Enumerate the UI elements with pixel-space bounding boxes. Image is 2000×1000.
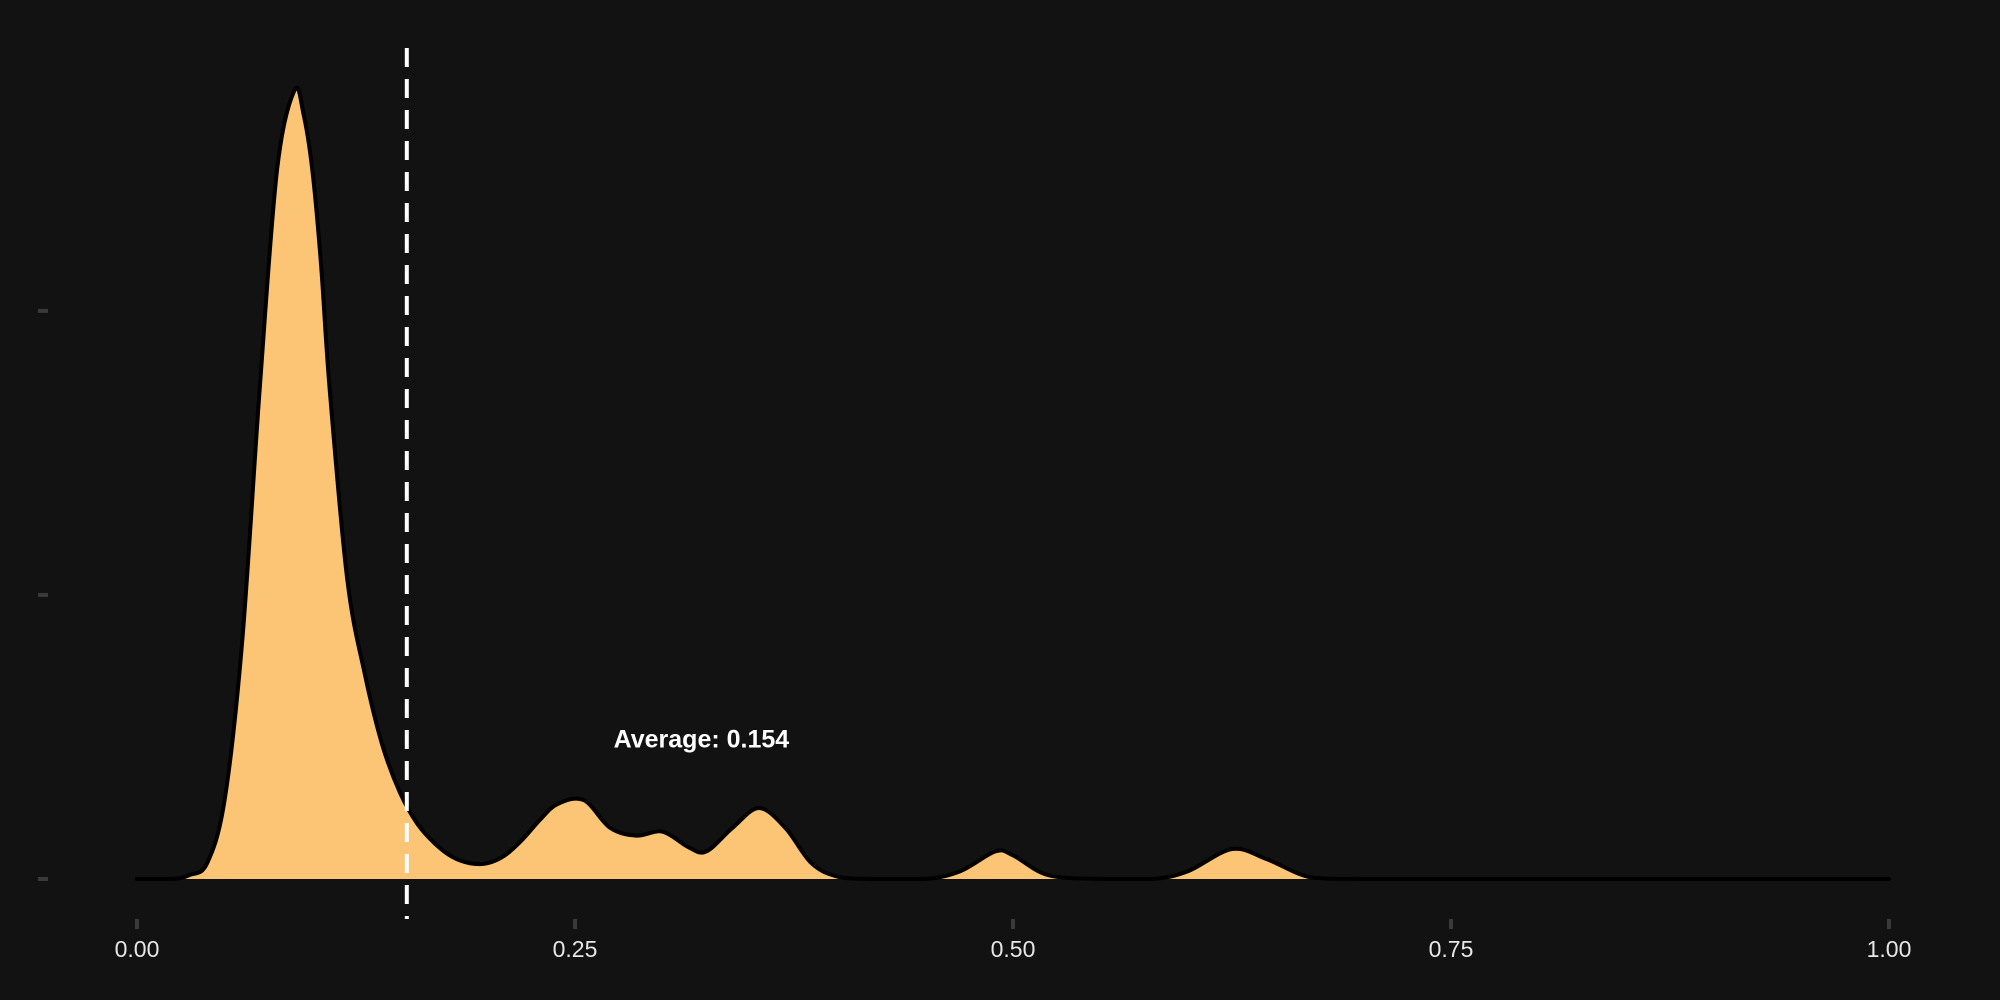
density-fill: [137, 87, 1889, 879]
average-reference: Average: 0.154: [404, 48, 790, 919]
x-tick-label: 0.00: [115, 936, 160, 962]
x-tick-label: 0.75: [1429, 936, 1474, 962]
x-tick-label: 0.50: [991, 936, 1036, 962]
x-axis: 0.00 0.25 0.50 0.75 1.00: [115, 919, 1912, 962]
density-line: [135, 85, 1891, 881]
x-tick-label: 1.00: [1867, 936, 1912, 962]
x-tick-label: 0.25: [553, 936, 598, 962]
y-axis-ticks: [38, 308, 48, 881]
average-annotation: Average: 0.154: [614, 726, 790, 754]
density-area: [135, 85, 1891, 881]
